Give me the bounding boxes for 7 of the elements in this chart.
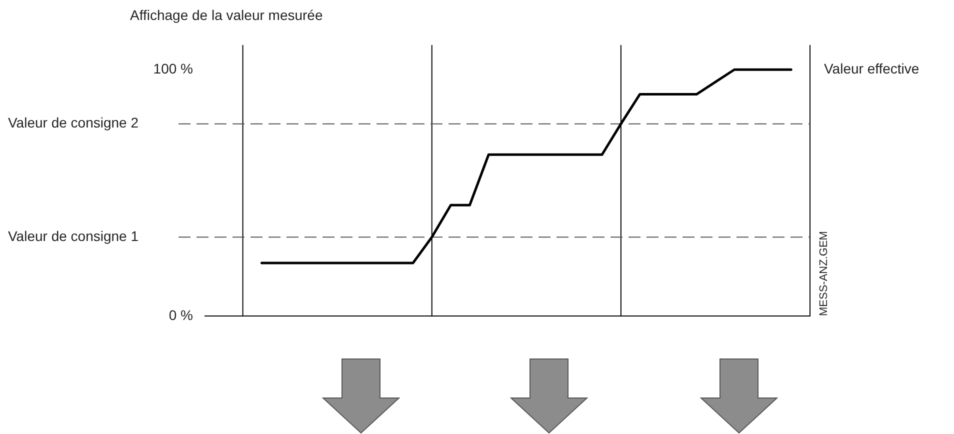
y-tick-label: 0 % (168, 306, 193, 323)
ref-line-label: Valeur de consigne 1 (8, 228, 139, 244)
ref-line-label: Valeur de consigne 2 (8, 114, 139, 131)
chart-title: Affichage de la valeur mesurée (130, 6, 323, 23)
text: Valeur effective (824, 60, 920, 76)
y-tick-label: 100 % (153, 60, 193, 76)
text: MESS-ANZ.GEM (818, 231, 830, 316)
